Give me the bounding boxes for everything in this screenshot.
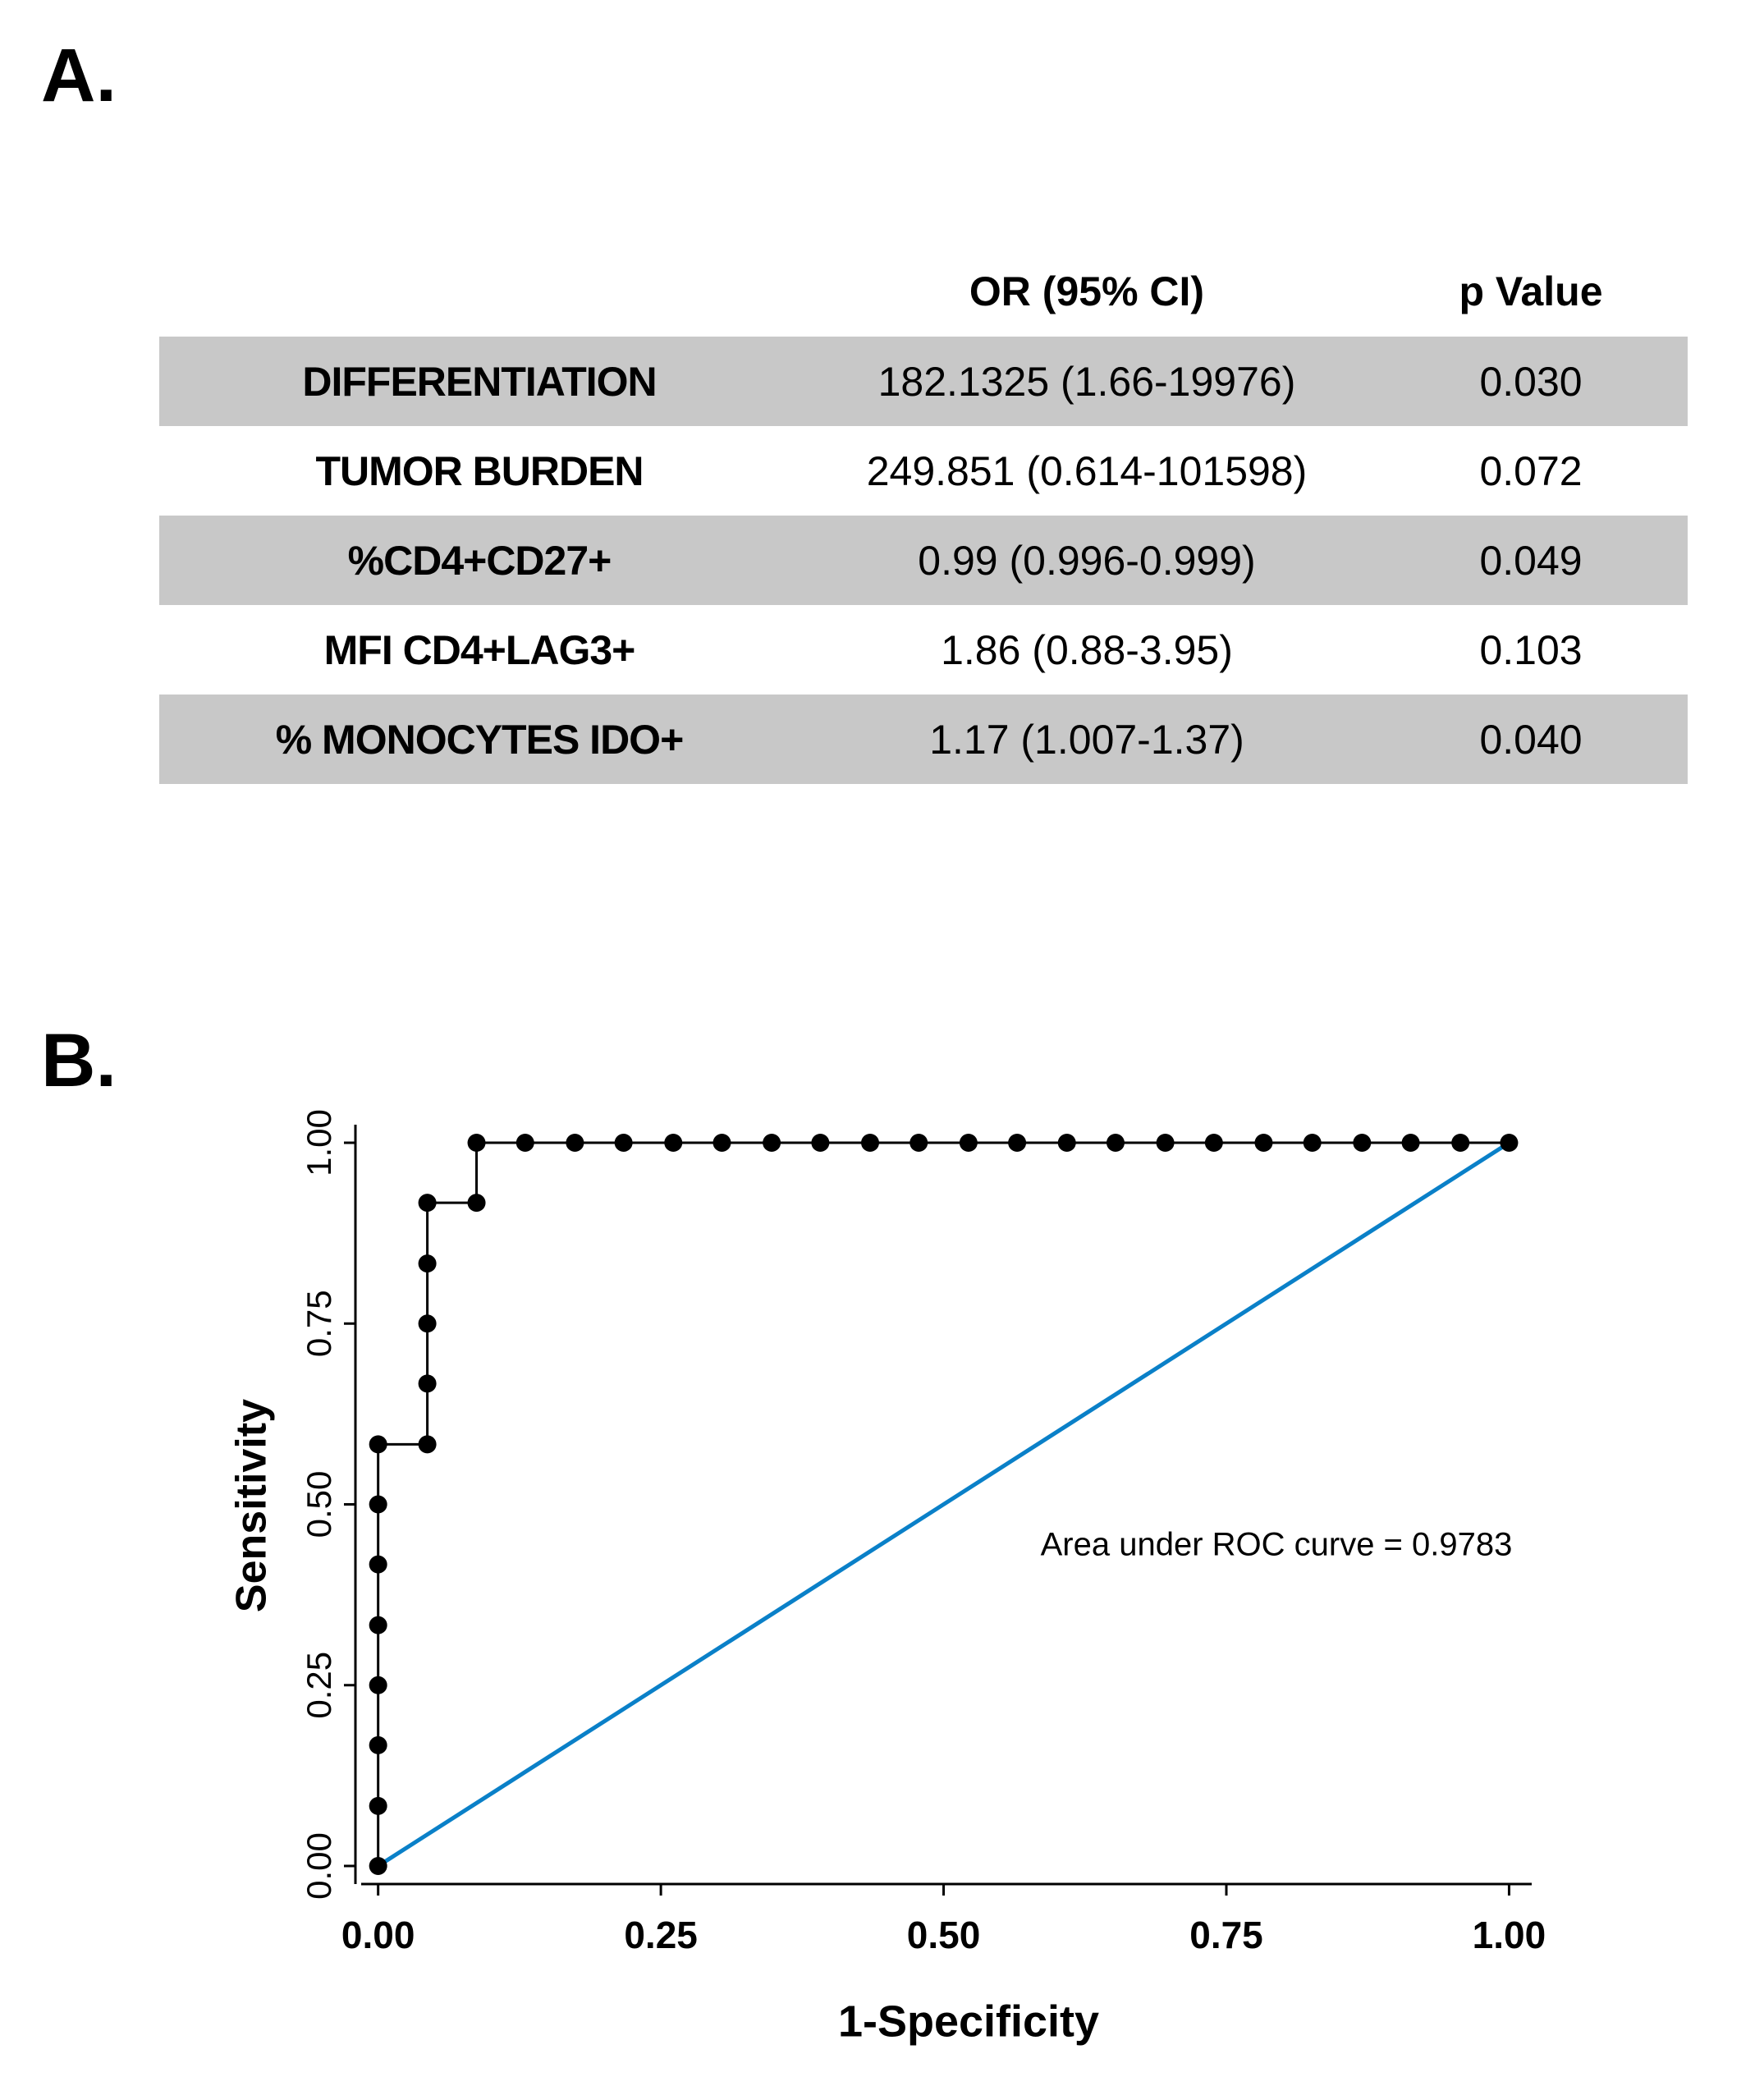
data-point — [1057, 1134, 1076, 1153]
data-point — [369, 1616, 387, 1634]
data-point — [1303, 1134, 1322, 1153]
table-row: MFI CD4+LAG3+ 1.86 (0.88-3.95) 0.103 — [159, 605, 1688, 695]
table-cell: 182.1325 (1.66-19976) — [800, 337, 1374, 426]
table-row: % MONOCYTES IDO+ 1.17 (1.007-1.37) 0.040 — [159, 695, 1688, 784]
data-point — [369, 1495, 387, 1514]
data-point — [712, 1134, 731, 1153]
data-point — [1008, 1134, 1027, 1153]
data-point — [418, 1254, 437, 1273]
data-point — [369, 1435, 387, 1454]
y-tick-label: 0.75 — [300, 1290, 338, 1357]
y-tick-label: 0.25 — [300, 1652, 338, 1719]
data-point — [467, 1194, 486, 1213]
table-cell: 0.030 — [1374, 337, 1688, 426]
data-point — [418, 1435, 437, 1454]
panel-label: B. — [41, 1019, 117, 1103]
annotation: Area under ROC curve = 0.9783 — [1041, 1527, 1513, 1563]
data-point — [369, 1735, 387, 1754]
y-tick-label: 0.00 — [300, 1832, 338, 1900]
data-point — [1353, 1134, 1372, 1153]
table-cell: 0.040 — [1374, 695, 1688, 784]
x-tick-label: 0.50 — [907, 1914, 981, 1956]
data-point — [959, 1134, 978, 1153]
x-tick-label: 1.00 — [1473, 1914, 1546, 1956]
data-point — [1500, 1134, 1519, 1153]
y-axis-label: Sensitivity — [228, 1399, 276, 1612]
table-row: TUMOR BURDEN 249.851 (0.614-101598) 0.072 — [159, 426, 1688, 516]
panel-label: A. — [41, 34, 117, 117]
odds-ratio-table: OR (95% CI) p Value DIFFERENTIATION 182.1… — [159, 246, 1688, 784]
data-point — [1451, 1134, 1470, 1153]
data-point — [467, 1134, 486, 1153]
data-point — [1156, 1134, 1175, 1153]
data-point — [614, 1134, 633, 1153]
table-cell: MFI CD4+LAG3+ — [323, 626, 636, 673]
table-row: DIFFERENTIATION 182.1325 (1.66-19976) 0.03… — [159, 337, 1688, 426]
x-tick-label: 0.25 — [624, 1914, 698, 1956]
table-cell: 0.072 — [1479, 447, 1583, 494]
table-cell: %CD4+CD27+ — [159, 516, 800, 605]
table-cell: DIFFERENTIATION — [159, 337, 800, 426]
data-point — [763, 1134, 781, 1153]
table-cell: 0.103 — [1479, 626, 1583, 673]
table-cell: 1.86 (0.88-3.95) — [941, 626, 1233, 673]
data-point — [1401, 1134, 1420, 1153]
y-tick-label: 0.50 — [300, 1471, 338, 1538]
x-tick-label: 0.75 — [1189, 1914, 1263, 1956]
data-point — [369, 1796, 387, 1815]
data-point — [369, 1555, 387, 1574]
table-row: %CD4+CD27+ 0.99 (0.996-0.999) 0.049 — [159, 516, 1688, 605]
x-tick-label: 0.00 — [341, 1914, 415, 1956]
data-point — [418, 1374, 437, 1393]
data-point — [1106, 1134, 1125, 1153]
data-point — [1204, 1134, 1223, 1153]
data-point — [861, 1134, 879, 1153]
y-tick-label: 1.00 — [300, 1109, 338, 1176]
data-point — [369, 1676, 387, 1694]
table-cell: TUMOR BURDEN — [315, 447, 644, 494]
data-point — [369, 1856, 387, 1875]
series-line — [377, 1140, 1510, 1868]
header-cell: OR (95% CI) — [969, 268, 1205, 314]
table-cell: 0.049 — [1374, 516, 1688, 605]
data-point — [811, 1134, 830, 1153]
table-cell: 249.851 (0.614-101598) — [866, 447, 1308, 494]
table-cell: 1.17 (1.007-1.37) — [800, 695, 1374, 784]
table-cell: % MONOCYTES IDO+ — [159, 695, 800, 784]
data-point — [566, 1134, 584, 1153]
data-point — [1254, 1134, 1273, 1153]
x-axis-label: 1-Specificity — [838, 1997, 1099, 2046]
data-point — [515, 1134, 534, 1153]
header-cell: p Value — [1459, 268, 1603, 314]
table-cell: 0.99 (0.996-0.999) — [800, 516, 1374, 605]
header-row: OR (95% CI) p Value — [159, 246, 1688, 337]
data-point — [664, 1134, 683, 1153]
data-point — [418, 1194, 437, 1213]
data-point — [418, 1314, 437, 1333]
data-point — [909, 1134, 928, 1153]
